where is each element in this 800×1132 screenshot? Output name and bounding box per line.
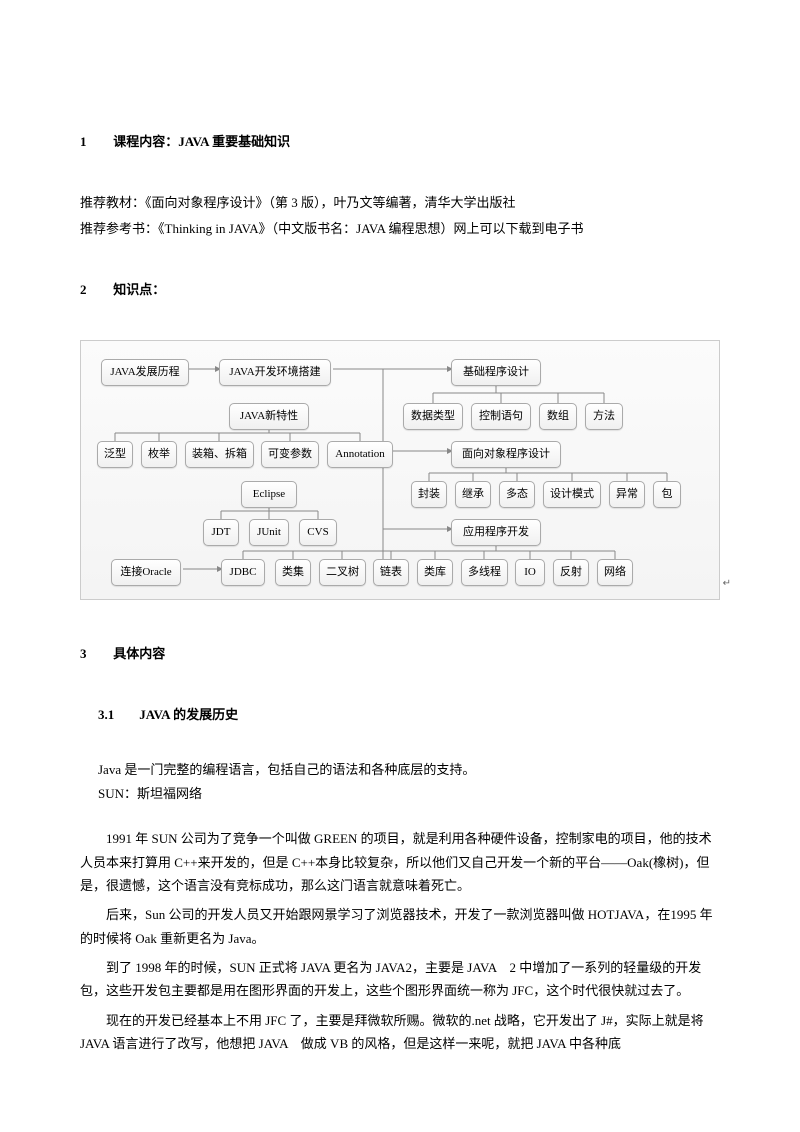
- diagram-node-n13: Annotation: [327, 441, 393, 469]
- history-p1: 1991 年 SUN 公司为了竞争一个叫做 GREEN 的项目，就是利用各种硬件…: [80, 827, 720, 897]
- diagram-node-n9: 泛型: [97, 441, 133, 469]
- diagram-node-n12: 可变参数: [261, 441, 319, 469]
- section-3-heading: 3 具体内容: [80, 642, 720, 665]
- section-2-heading: 2 知识点：: [80, 278, 720, 301]
- history-p3: 到了 1998 年的时候，SUN 正式将 JAVA 更名为 JAVA2，主要是 …: [80, 956, 720, 1003]
- diagram-node-n17: 继承: [455, 481, 491, 509]
- diagram-node-n6: 控制语句: [471, 403, 531, 431]
- knowledge-diagram: JAVA发展历程 JAVA开发环境搭建 基础程序设计 JAVA新特性 数据类型控制语句数…: [80, 340, 720, 600]
- section-3-num: 3: [80, 642, 110, 665]
- textbook-line: 推荐教材：《面向对象程序设计》（第 3 版），叶乃文等编著，清华大学出版社: [80, 191, 720, 214]
- diagram-marker: ↵: [723, 575, 731, 593]
- section-3-title: 具体内容: [113, 646, 165, 661]
- diagram-node-n8: 方法: [585, 403, 623, 431]
- diagram-node-n16: 封装: [411, 481, 447, 509]
- section-3-1-title: JAVA 的发展历史: [139, 707, 238, 722]
- diagram-node-n18: 多态: [499, 481, 535, 509]
- reference-line: 推荐参考书：《Thinking in JAVA》（中文版书名：JAVA 编程思想…: [80, 217, 720, 240]
- diagram-node-n10: 枚举: [141, 441, 177, 469]
- diagram-node-n2: JAVA开发环境搭建: [219, 359, 331, 387]
- diagram-node-n26: 连接Oracle: [111, 559, 181, 587]
- diagram-node-n29: 二叉树: [319, 559, 366, 587]
- history-paragraphs: 1991 年 SUN 公司为了竞争一个叫做 GREEN 的项目，就是利用各种硬件…: [80, 827, 720, 1056]
- section-1-heading: 1 课程内容：JAVA 重要基础知识: [80, 130, 720, 153]
- section-3-1-num: 3.1: [98, 703, 136, 726]
- diagram-node-n23: JUnit: [249, 519, 289, 547]
- diagram-node-n19: 设计模式: [543, 481, 601, 509]
- diagram-node-n11: 装箱、拆箱: [185, 441, 254, 469]
- diagram-node-n7: 数组: [539, 403, 577, 431]
- intro-line-2: SUN：斯坦福网络: [98, 782, 720, 805]
- diagram-node-n32: 多线程: [461, 559, 508, 587]
- section-3-1-heading: 3.1 JAVA 的发展历史: [98, 703, 720, 726]
- diagram-node-n31: 类库: [417, 559, 453, 587]
- diagram-node-n28: 类集: [275, 559, 311, 587]
- intro-block: Java 是一门完整的编程语言，包括自己的语法和各种底层的支持。 SUN：斯坦福…: [98, 758, 720, 805]
- diagram-node-n15: Eclipse: [241, 481, 297, 509]
- history-p2: 后来，Sun 公司的开发人员又开始跟网景学习了浏览器技术，开发了一款浏览器叫做 …: [80, 903, 720, 950]
- diagram-node-n1: JAVA发展历程: [101, 359, 189, 387]
- diagram-node-n22: JDT: [203, 519, 239, 547]
- section-2-title: 知识点：: [113, 282, 165, 297]
- section-2-num: 2: [80, 278, 110, 301]
- diagram-node-n25: 应用程序开发: [451, 519, 541, 547]
- history-p4: 现在的开发已经基本上不用 JFC 了，主要是拜微软所赐。微软的.net 战略，它…: [80, 1009, 720, 1056]
- section-1-num: 1: [80, 130, 110, 153]
- diagram-node-n35: 网络: [597, 559, 633, 587]
- diagram-node-n33: IO: [515, 559, 545, 587]
- diagram-node-n21: 包: [653, 481, 681, 509]
- diagram-node-n4: JAVA新特性: [229, 403, 309, 431]
- intro-line-1: Java 是一门完整的编程语言，包括自己的语法和各种底层的支持。: [98, 758, 720, 781]
- section-1-body: 推荐教材：《面向对象程序设计》（第 3 版），叶乃文等编著，清华大学出版社 推荐…: [80, 191, 720, 240]
- diagram-node-n3: 基础程序设计: [451, 359, 541, 387]
- diagram-node-n24: CVS: [299, 519, 337, 547]
- diagram-node-n27: JDBC: [221, 559, 265, 587]
- diagram-node-n5: 数据类型: [403, 403, 463, 431]
- diagram-node-n14: 面向对象程序设计: [451, 441, 561, 469]
- section-1-title: 课程内容：JAVA 重要基础知识: [113, 134, 290, 149]
- diagram-node-n20: 异常: [609, 481, 645, 509]
- diagram-node-n30: 链表: [373, 559, 409, 587]
- diagram-node-n34: 反射: [553, 559, 589, 587]
